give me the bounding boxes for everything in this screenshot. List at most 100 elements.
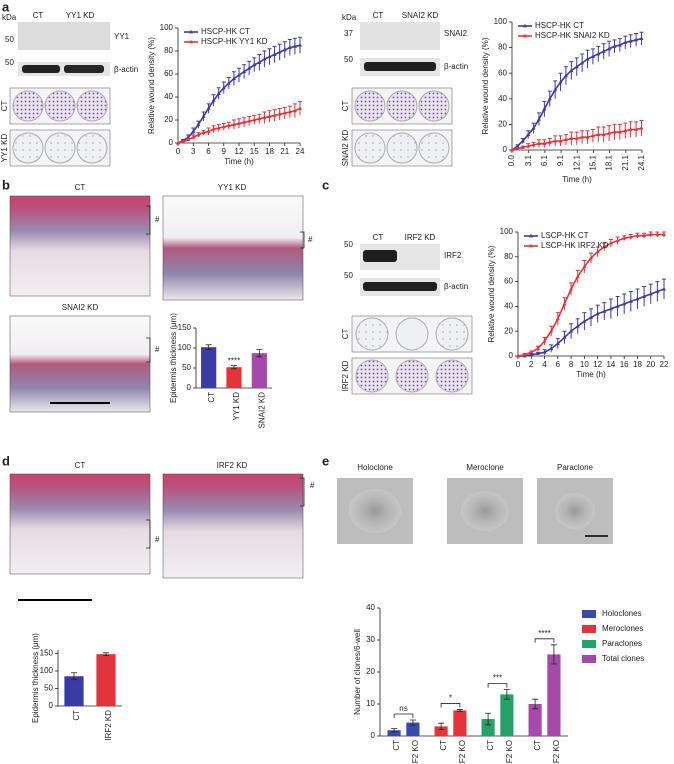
error-bar [409, 719, 416, 726]
y-tick-label: 60 [164, 69, 173, 78]
x-tick-label: CT [207, 392, 216, 403]
lane-label: CT [373, 233, 384, 242]
marker [267, 114, 272, 118]
marker [531, 142, 536, 147]
marker [206, 106, 211, 110]
legend-label: Meroclones [602, 624, 643, 633]
legend-swatch [582, 625, 596, 633]
panel-letter: e [322, 453, 329, 468]
marker [186, 135, 191, 139]
x-tick-label: 10 [580, 360, 589, 369]
marker [262, 115, 267, 120]
panel-letter: a [2, 0, 10, 14]
error-bar [456, 709, 463, 712]
marker [201, 130, 206, 135]
x-tick-label: 18 [265, 147, 274, 156]
marker [595, 249, 600, 254]
error-bar [550, 644, 557, 665]
band [363, 282, 437, 291]
bracket [300, 231, 305, 249]
marker [608, 306, 613, 311]
marker [515, 143, 520, 148]
marker [623, 128, 628, 133]
marker [595, 311, 600, 316]
well [355, 359, 389, 393]
plate-label: CT [341, 101, 350, 112]
significance-bracket [487, 683, 508, 688]
y-tick-label: 80 [504, 252, 513, 261]
marker [635, 296, 640, 301]
legend-label: HSCP-HK CT [201, 27, 250, 36]
legend-label: LSCP-HK CT [541, 231, 589, 240]
bracket [300, 477, 305, 507]
marker [221, 124, 226, 129]
y-tick-label: 40 [498, 94, 507, 103]
bar [387, 730, 401, 736]
marker [542, 338, 547, 343]
legend-label: Paraclones [602, 639, 642, 648]
x-tick-label: 0.0 [507, 154, 516, 166]
marker [607, 131, 612, 135]
marker [655, 289, 660, 293]
marker [639, 36, 644, 41]
x-tick-label: IRF2 KO [505, 740, 514, 764]
error-bar [391, 728, 398, 733]
well [395, 359, 429, 393]
marker [547, 140, 552, 144]
marker [602, 244, 607, 249]
y-axis-label: Relative wound density (%) [147, 37, 156, 134]
marker [515, 146, 520, 151]
x-tick-label: 6.1 [540, 154, 549, 166]
y-tick-label: 20 [504, 326, 513, 335]
well [44, 90, 76, 122]
error-bar [438, 722, 445, 730]
marker [522, 352, 527, 357]
marker [622, 301, 627, 306]
image-title: Meroclone [466, 463, 504, 472]
well [76, 90, 108, 122]
marker [292, 108, 297, 113]
y-tick-label: 10 [366, 699, 375, 708]
bracket [146, 205, 151, 235]
error-bar [532, 698, 539, 710]
marker [553, 87, 558, 92]
marker [628, 39, 633, 43]
marker [617, 129, 622, 134]
blot-target: SNAI2 [444, 29, 468, 38]
panel-letter: d [2, 453, 10, 468]
y-tick-label: 80 [164, 46, 173, 55]
marker [648, 232, 653, 236]
marker [580, 60, 585, 65]
x-tick-label: 24.1 [637, 154, 646, 170]
histology-b: CT # YY1 KD # SNAI2 KD # [9, 183, 313, 413]
marker [562, 335, 567, 339]
x-tick-label: 12 [235, 147, 244, 156]
marker [272, 52, 277, 56]
marker [510, 147, 514, 152]
error-bar [503, 689, 510, 700]
x-tick-label: 9 [222, 147, 227, 156]
marker [206, 129, 211, 133]
x-tick-label: 8 [569, 360, 574, 369]
lane-label: CT [373, 11, 384, 20]
marker [298, 106, 302, 110]
y-tick-label: 100 [40, 666, 54, 675]
panel-letters: a b c d e [2, 0, 329, 468]
marker [237, 121, 241, 125]
marker [589, 255, 593, 260]
significance-bracket [393, 713, 414, 718]
marker [602, 309, 607, 313]
marker [635, 233, 640, 238]
marker [292, 44, 297, 48]
x-axis-label: Time (h) [224, 157, 254, 166]
x-tick-label: SNAI2 KD [257, 392, 266, 429]
plate-label: YY1 KD [0, 134, 9, 163]
bar [251, 353, 267, 388]
marker [547, 96, 552, 101]
marker [535, 351, 540, 355]
y-tick-label: 30 [366, 635, 375, 644]
marker [612, 129, 617, 134]
panel-letter: c [322, 177, 329, 192]
bar [453, 710, 467, 736]
error-bar [205, 344, 212, 350]
